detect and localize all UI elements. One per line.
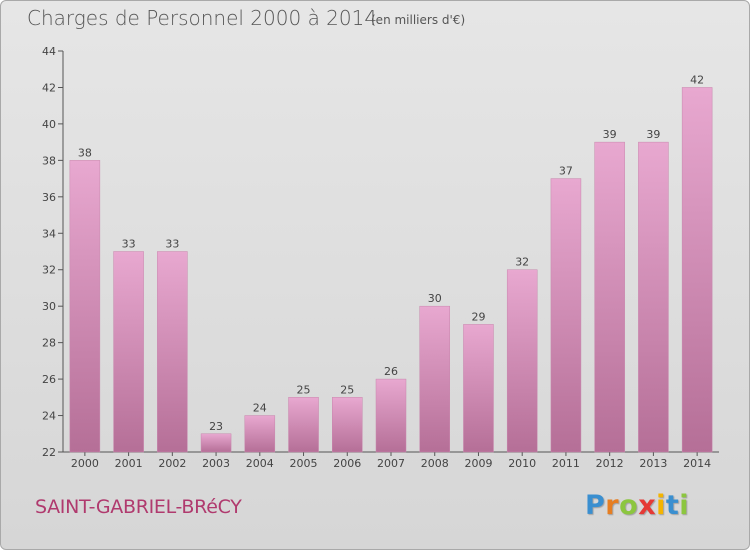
bar bbox=[332, 397, 363, 453]
x-tick-label: 2001 bbox=[115, 457, 143, 470]
y-tick-label: 28 bbox=[42, 337, 56, 350]
y-tick-label: 38 bbox=[42, 154, 56, 167]
x-tick-label: 2011 bbox=[552, 457, 580, 470]
x-tick-label: 2014 bbox=[683, 457, 711, 470]
x-tick-label: 2012 bbox=[596, 457, 624, 470]
bar-value-label: 39 bbox=[603, 128, 617, 141]
x-tick-label: 2004 bbox=[246, 457, 274, 470]
bar-value-label: 25 bbox=[297, 383, 311, 396]
bar-value-label: 38 bbox=[78, 146, 92, 159]
x-tick-label: 2010 bbox=[508, 457, 536, 470]
y-tick-label: 36 bbox=[42, 191, 56, 204]
chart-subtitle: (en milliers d'€) bbox=[371, 13, 466, 27]
y-tick-label: 40 bbox=[42, 118, 56, 131]
bar bbox=[69, 160, 101, 453]
bar bbox=[419, 305, 450, 453]
bar-value-label: 33 bbox=[122, 238, 136, 251]
y-tick-label: 44 bbox=[42, 45, 56, 58]
bar bbox=[113, 251, 144, 453]
y-tick-label: 22 bbox=[42, 446, 56, 459]
bar bbox=[157, 251, 188, 453]
brand-letter: i bbox=[679, 490, 690, 521]
bar-value-label: 29 bbox=[471, 310, 485, 323]
bar bbox=[200, 433, 232, 453]
brand-letter: t bbox=[665, 490, 680, 521]
x-tick-label: 2003 bbox=[202, 457, 230, 470]
bar-value-label: 37 bbox=[559, 165, 573, 178]
x-tick-label: 2000 bbox=[71, 457, 99, 470]
x-tick-label: 2007 bbox=[377, 457, 405, 470]
y-tick-label: 24 bbox=[42, 410, 56, 423]
bar bbox=[638, 141, 669, 453]
y-tick-label: 26 bbox=[42, 373, 56, 386]
x-tick-label: 2002 bbox=[158, 457, 186, 470]
chart-title: Charges de Personnel 2000 à 2014 bbox=[27, 6, 378, 30]
x-tick-label: 2008 bbox=[421, 457, 449, 470]
y-tick-label: 34 bbox=[42, 227, 56, 240]
bar bbox=[375, 378, 407, 453]
bar-value-label: 39 bbox=[646, 128, 660, 141]
brand-letter: x bbox=[638, 490, 657, 521]
bar-value-label: 32 bbox=[515, 256, 529, 269]
commune-name: SAINT-GABRIEL-BRéCY bbox=[35, 496, 242, 518]
bar-value-label: 24 bbox=[253, 402, 267, 415]
y-tick-label: 30 bbox=[42, 300, 56, 313]
bar bbox=[244, 415, 276, 453]
y-tick-label: 42 bbox=[42, 81, 56, 94]
x-tick-label: 2006 bbox=[333, 457, 361, 470]
brand-letter: r bbox=[605, 490, 620, 521]
brand-letter: o bbox=[619, 490, 639, 521]
proxiti-logo: Proxiti bbox=[585, 490, 689, 521]
x-tick-label: 2009 bbox=[464, 457, 492, 470]
y-tick-label: 32 bbox=[42, 264, 56, 277]
x-tick-label: 2005 bbox=[290, 457, 318, 470]
bar bbox=[506, 269, 538, 453]
bar-value-label: 42 bbox=[690, 73, 704, 86]
bar-value-label: 23 bbox=[209, 420, 223, 433]
bar bbox=[550, 178, 582, 453]
bar-value-label: 25 bbox=[340, 383, 354, 396]
brand-letter: P bbox=[585, 490, 606, 521]
bar-value-label: 30 bbox=[428, 292, 442, 305]
bar-value-label: 33 bbox=[165, 238, 179, 251]
brand-letter: i bbox=[656, 490, 666, 521]
bar bbox=[288, 397, 319, 453]
bar-value-label: 26 bbox=[384, 365, 398, 378]
bar bbox=[463, 324, 494, 453]
x-tick-label: 2013 bbox=[639, 457, 667, 470]
bar bbox=[594, 141, 625, 453]
bar bbox=[681, 87, 713, 453]
